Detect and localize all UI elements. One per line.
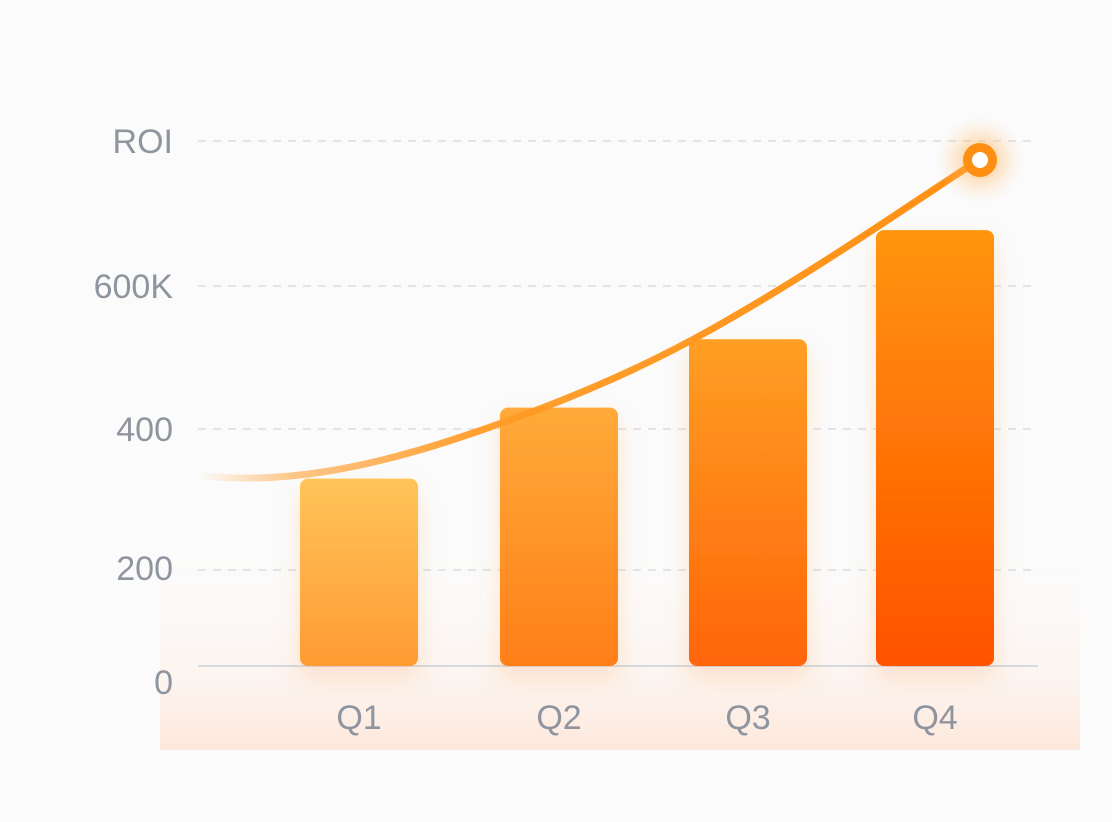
x-tick-label-q1: Q1 — [336, 699, 381, 737]
y-tick-label-0: 0 — [154, 664, 173, 702]
trend-end-point-center — [972, 152, 988, 168]
y-tick-label-400: 400 — [116, 411, 173, 449]
y-tick-label-200: 200 — [116, 550, 173, 588]
bar-q2 — [500, 407, 618, 666]
y-tick-label-roi: ROI — [113, 123, 173, 161]
y-axis-labels: 0 200 400 600K ROI — [94, 123, 174, 702]
bar-q1 — [300, 478, 418, 666]
x-tick-label-q2: Q2 — [536, 699, 581, 737]
roi-trend-line — [194, 155, 984, 482]
bar-q3 — [689, 339, 807, 666]
x-axis-labels: Q1 Q2 Q3 Q4 — [336, 699, 957, 737]
x-tick-label-q4: Q4 — [912, 699, 957, 737]
bars — [300, 230, 994, 666]
y-tick-label-600k: 600K — [94, 268, 174, 306]
bar-q4 — [876, 230, 994, 666]
trend-line-layer — [194, 116, 1024, 482]
x-tick-label-q3: Q3 — [725, 699, 770, 737]
